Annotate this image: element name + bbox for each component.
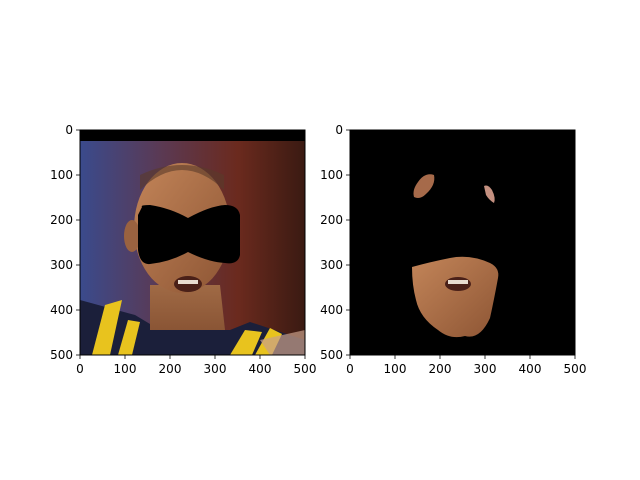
top-black-band xyxy=(80,130,305,141)
y-tick-label: 0 xyxy=(335,123,343,137)
jersey-stripe xyxy=(118,320,140,355)
neck xyxy=(150,285,225,330)
y-tick-label: 100 xyxy=(50,168,73,182)
y-tick-label: 300 xyxy=(320,258,343,272)
right-eye-patch xyxy=(484,185,495,203)
left-eye-patch xyxy=(413,174,435,198)
shoulder xyxy=(260,330,305,355)
segmented-teeth xyxy=(448,280,468,284)
x-tick-label: 300 xyxy=(204,362,227,376)
hair xyxy=(140,165,224,190)
x-tick-label: 500 xyxy=(564,362,587,376)
jersey-stripe xyxy=(230,330,262,355)
eye-mask xyxy=(138,205,240,265)
y-tick-label: 200 xyxy=(320,213,343,227)
left-axes-frame xyxy=(79,129,306,356)
y-tick-label: 500 xyxy=(320,348,343,362)
ear xyxy=(124,220,140,252)
x-tick-label: 100 xyxy=(384,362,407,376)
y-tick-label: 300 xyxy=(50,258,73,272)
lower-face xyxy=(412,256,499,338)
right-axes-frame xyxy=(349,129,576,356)
x-tick-label: 100 xyxy=(114,362,137,376)
jersey-stripe xyxy=(92,300,122,355)
x-tick-label: 300 xyxy=(474,362,497,376)
y-tick-label: 100 xyxy=(320,168,343,182)
x-tick-label: 400 xyxy=(519,362,542,376)
x-tick-label: 0 xyxy=(346,362,354,376)
y-tick-label: 0 xyxy=(65,123,73,137)
x-tick-label: 400 xyxy=(249,362,272,376)
y-tick-label: 400 xyxy=(320,303,343,317)
x-tick-label: 500 xyxy=(294,362,317,376)
y-tick-label: 200 xyxy=(50,213,73,227)
x-tick-label: 200 xyxy=(429,362,452,376)
left-image-panel xyxy=(79,129,306,356)
x-tick-label: 0 xyxy=(76,362,84,376)
y-tick-label: 500 xyxy=(50,348,73,362)
x-tick-label: 200 xyxy=(159,362,182,376)
right-image-panel xyxy=(349,129,576,356)
y-tick-label: 400 xyxy=(50,303,73,317)
teeth xyxy=(178,280,198,284)
